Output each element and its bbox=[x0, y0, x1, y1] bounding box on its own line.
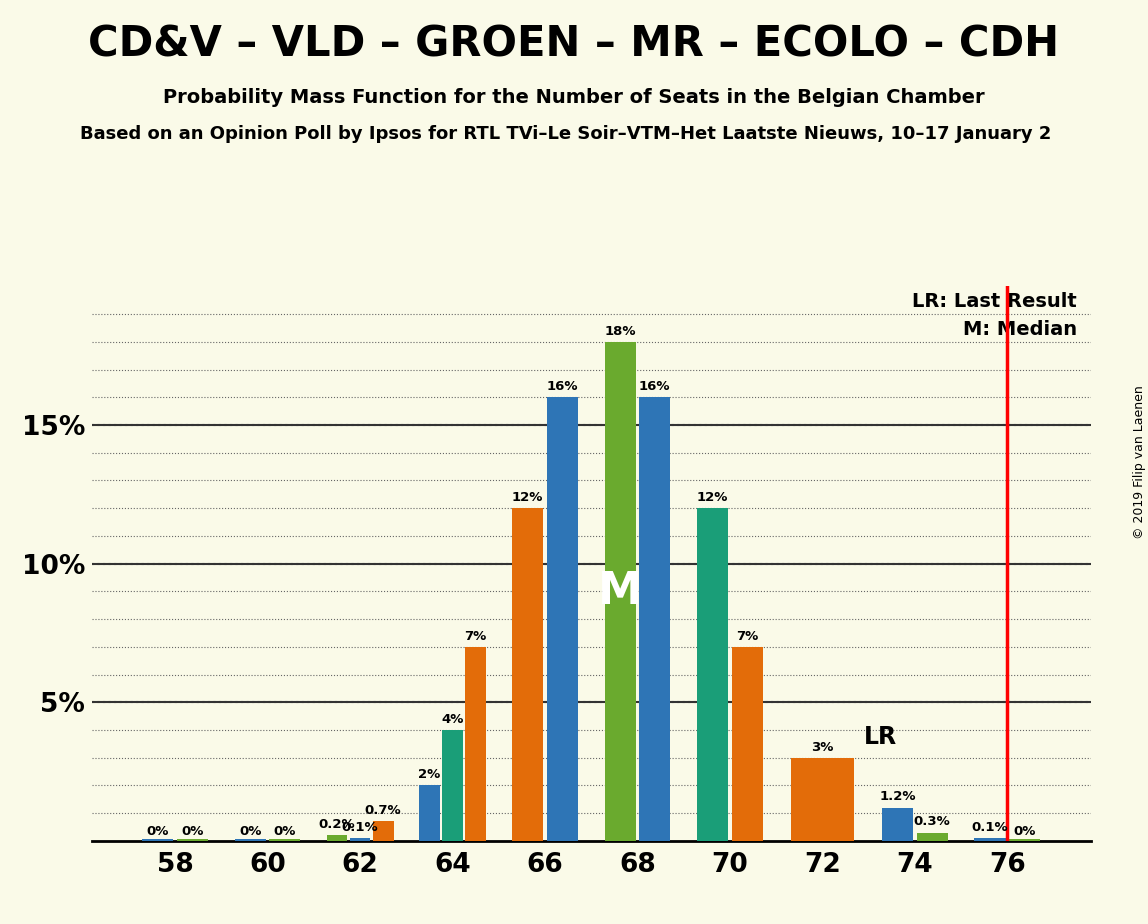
Text: 0.3%: 0.3% bbox=[914, 815, 951, 828]
Text: 2%: 2% bbox=[418, 768, 441, 782]
Text: M: M bbox=[598, 570, 643, 613]
Text: CD&V – VLD – GROEN – MR – ECOLO – CDH: CD&V – VLD – GROEN – MR – ECOLO – CDH bbox=[88, 23, 1060, 65]
Bar bbox=[512, 508, 543, 841]
Bar bbox=[350, 838, 371, 841]
Bar bbox=[639, 397, 670, 841]
Text: 3%: 3% bbox=[812, 740, 833, 754]
Bar bbox=[975, 838, 1006, 841]
Text: 7%: 7% bbox=[736, 629, 759, 643]
Text: M: Median: M: Median bbox=[963, 320, 1077, 339]
Bar bbox=[605, 342, 636, 841]
Bar bbox=[1009, 839, 1040, 841]
Text: 12%: 12% bbox=[512, 491, 543, 505]
Text: 7%: 7% bbox=[465, 629, 487, 643]
Text: 0.2%: 0.2% bbox=[319, 818, 355, 832]
Text: 18%: 18% bbox=[604, 324, 636, 338]
Bar bbox=[442, 730, 463, 841]
Text: 0.1%: 0.1% bbox=[971, 821, 1008, 833]
Bar bbox=[697, 508, 728, 841]
Text: Probability Mass Function for the Number of Seats in the Belgian Chamber: Probability Mass Function for the Number… bbox=[163, 88, 985, 107]
Text: 0%: 0% bbox=[273, 825, 296, 838]
Text: 0.7%: 0.7% bbox=[365, 804, 402, 818]
Text: © 2019 Filip van Laenen: © 2019 Filip van Laenen bbox=[1133, 385, 1147, 539]
Text: 0%: 0% bbox=[1014, 825, 1035, 838]
Bar bbox=[465, 647, 486, 841]
Bar bbox=[419, 785, 440, 841]
Bar bbox=[373, 821, 394, 841]
Bar bbox=[234, 839, 266, 841]
Text: 0%: 0% bbox=[181, 825, 203, 838]
Text: 0.1%: 0.1% bbox=[342, 821, 379, 833]
Text: LR: Last Result: LR: Last Result bbox=[912, 292, 1077, 311]
Text: 16%: 16% bbox=[639, 380, 670, 394]
Bar bbox=[142, 839, 173, 841]
Text: 4%: 4% bbox=[441, 712, 464, 726]
Bar bbox=[882, 808, 913, 841]
Text: Based on an Opinion Poll by Ipsos for RTL TVi–Le Soir–VTM–Het Laatste Nieuws, 10: Based on an Opinion Poll by Ipsos for RT… bbox=[80, 125, 1052, 142]
Text: 16%: 16% bbox=[546, 380, 579, 394]
Bar bbox=[326, 835, 348, 841]
Bar bbox=[546, 397, 577, 841]
Text: 12%: 12% bbox=[697, 491, 728, 505]
Text: 0%: 0% bbox=[147, 825, 169, 838]
Bar bbox=[270, 839, 301, 841]
Text: 1.2%: 1.2% bbox=[879, 790, 916, 803]
Bar bbox=[177, 839, 208, 841]
Text: LR: LR bbox=[864, 725, 897, 749]
Bar bbox=[916, 833, 948, 841]
Text: 0%: 0% bbox=[239, 825, 262, 838]
Bar bbox=[791, 758, 854, 841]
Bar bbox=[731, 647, 763, 841]
